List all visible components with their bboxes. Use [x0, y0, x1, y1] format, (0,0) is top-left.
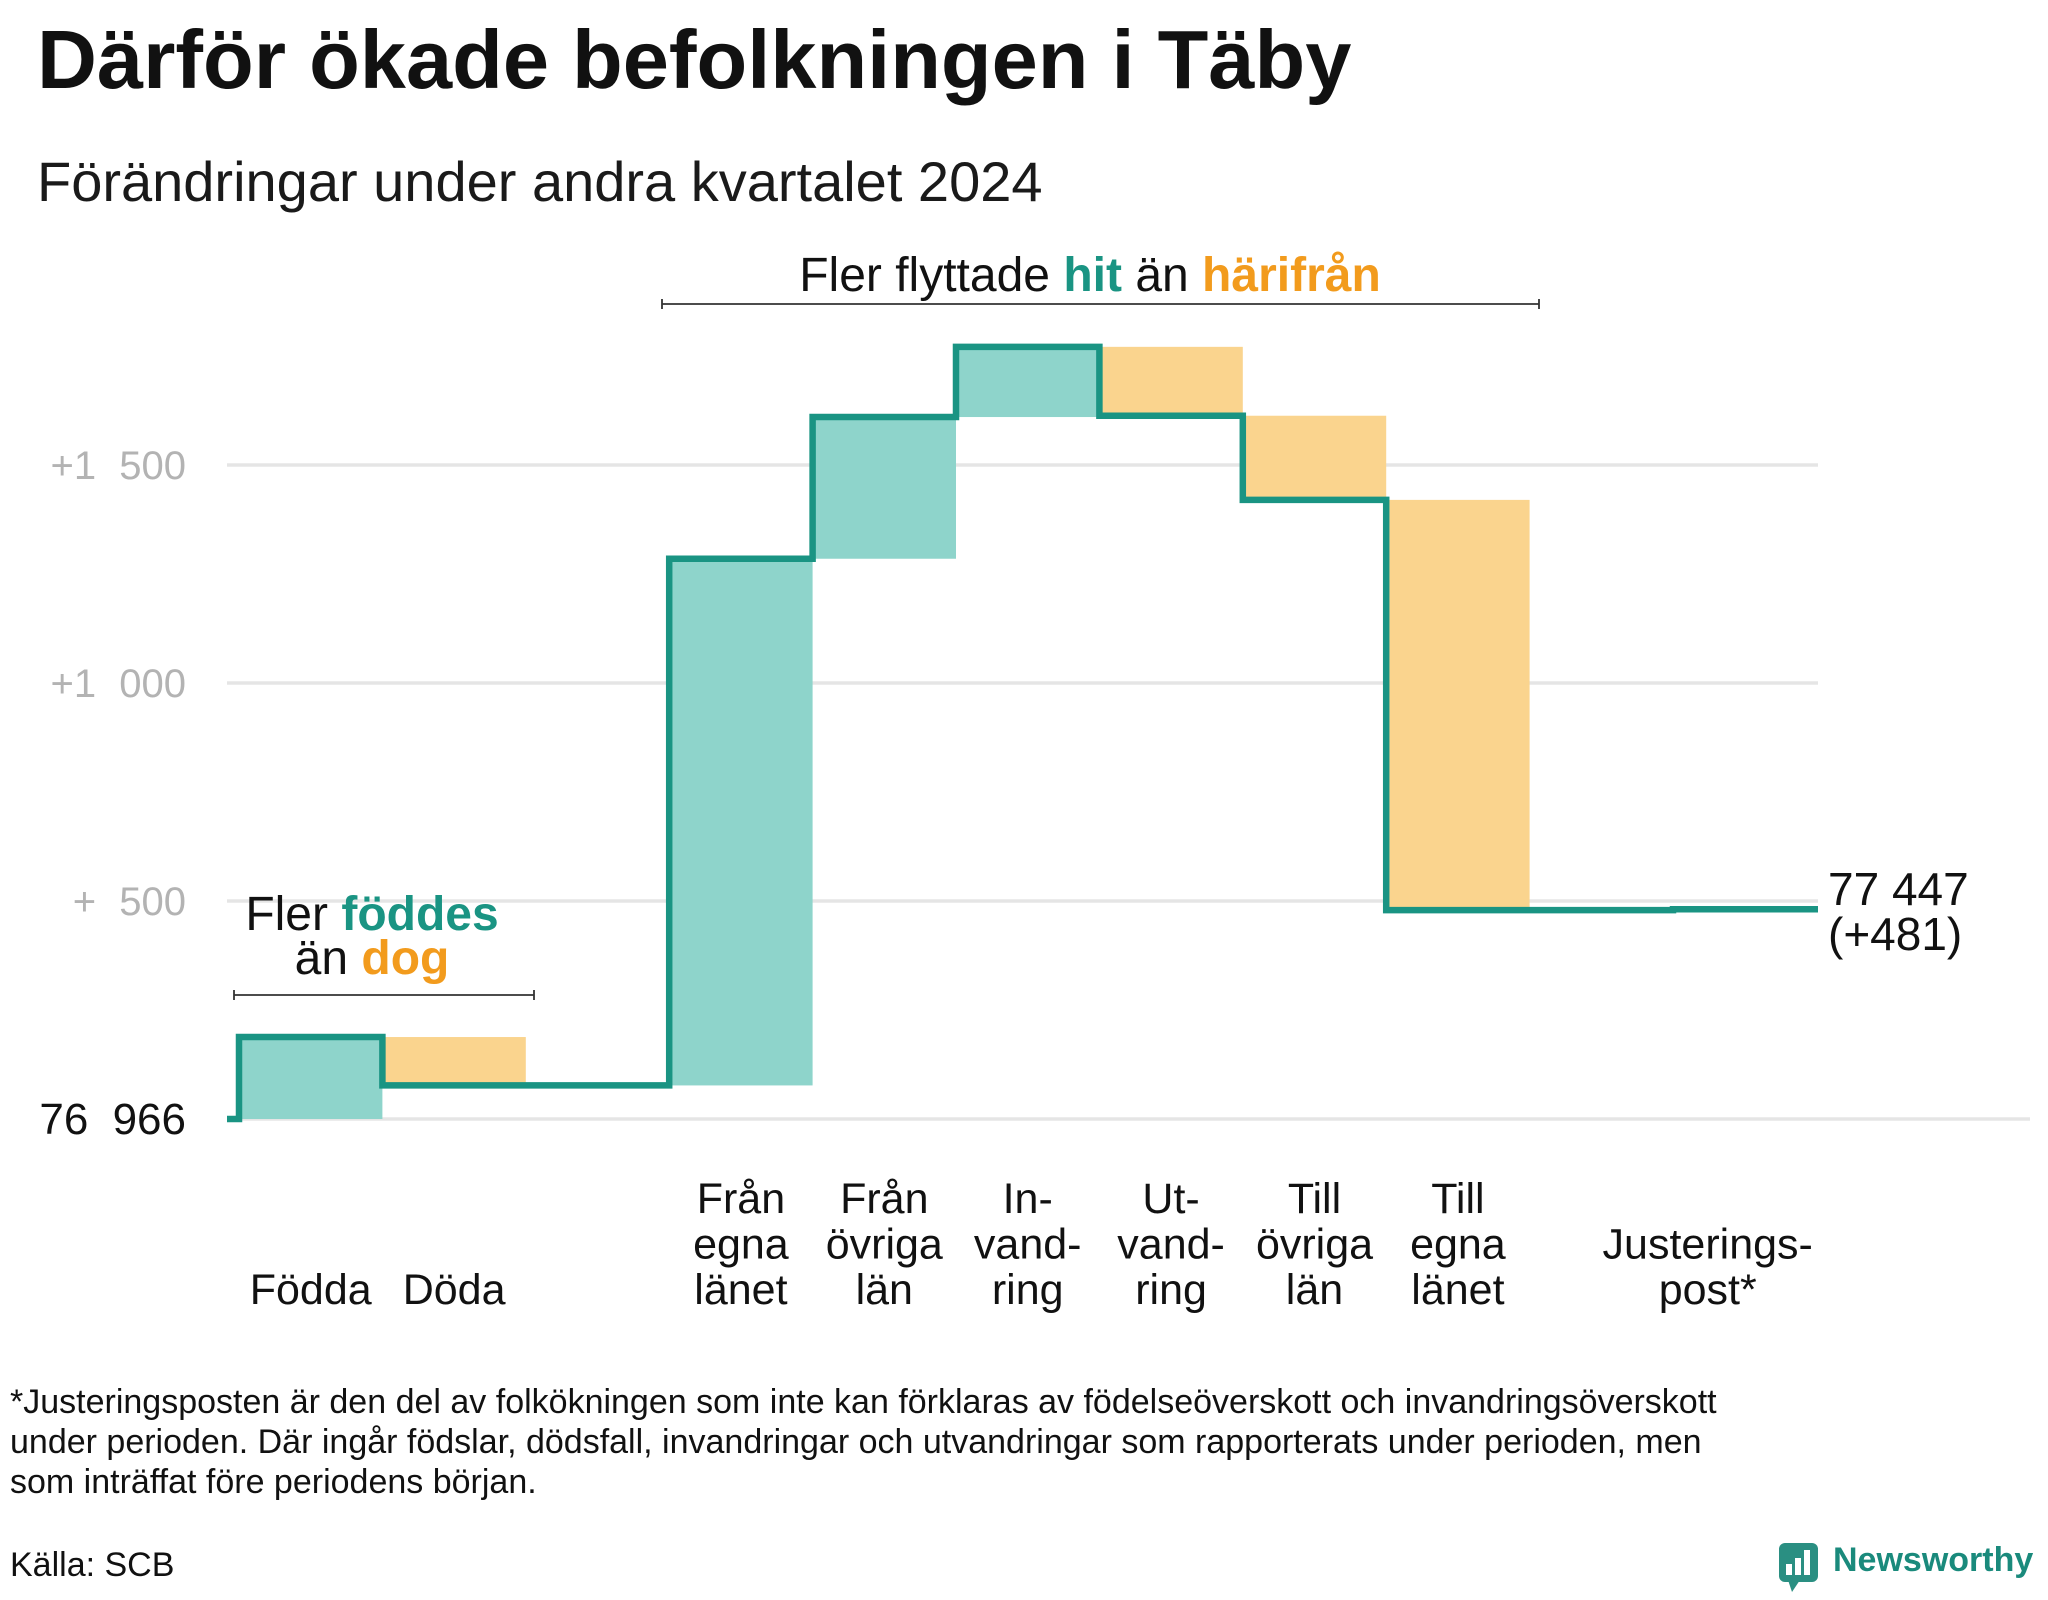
waterfall-bars: [239, 346, 1817, 1119]
category-label-line: övriga: [1256, 1221, 1373, 1269]
category-label-line: Justerings-: [1603, 1221, 1813, 1269]
annotation-highlight-out: dog: [361, 932, 449, 985]
category-label-line: In-: [1003, 1175, 1053, 1223]
category-label-line: Från: [840, 1175, 928, 1223]
annotation-text: än: [1135, 249, 1188, 302]
footnote-line: som inträffat före periodens början.: [10, 1463, 537, 1501]
category-label: Justerings-post*: [1603, 1221, 1813, 1315]
category-label-line: län: [1286, 1266, 1343, 1314]
chart-subtitle: Förändringar under andra kvartalet 2024: [37, 150, 1043, 213]
category-label-line: Födda: [250, 1266, 372, 1314]
gridlines: [227, 463, 2030, 1121]
waterfall-step-line: [227, 343, 1818, 1123]
category-label-line: egna: [1410, 1221, 1506, 1269]
category-label: Döda: [403, 1266, 506, 1314]
y-axis-labels: 76 966 + 500 +1 000 +1 500: [39, 444, 186, 1144]
waterfall-bar: [956, 346, 1100, 418]
category-label-line: övriga: [826, 1221, 943, 1269]
annotation-text: Fler: [245, 888, 328, 941]
newsworthy-logo-icon: [1779, 1543, 1818, 1592]
y-tick-label: + 500: [73, 880, 186, 924]
category-label-line: egna: [693, 1221, 789, 1269]
newsworthy-logo-text: Newsworthy: [1833, 1541, 2034, 1579]
step-line-layer: [227, 343, 1818, 1123]
waterfall-bar: [669, 558, 813, 1086]
footnote-line: under perioden. Där ingår födslar, dödsf…: [10, 1423, 1702, 1461]
annotation-highlight-in: hit: [1063, 249, 1122, 302]
end-change-label: (+481): [1828, 908, 1962, 960]
category-label-line: vand-: [974, 1221, 1082, 1269]
category-label-line: Till: [1431, 1175, 1484, 1223]
migration-annotation: Fler flyttade hit än härifrån: [799, 249, 1381, 302]
annotation-highlight-in: föddes: [341, 888, 498, 941]
births-bracket: [233, 990, 535, 1000]
end-value-label: 77 447: [1828, 863, 1969, 915]
footnote: *Justeringsposten är den del av folkökni…: [10, 1382, 1717, 1502]
y-tick-label: 76 966: [39, 1095, 186, 1144]
annotation-highlight-out: härifrån: [1202, 249, 1381, 302]
waterfall-bar: [812, 417, 956, 559]
births-annotation-line-2: än dog: [295, 932, 450, 985]
waterfall-bar: [1242, 415, 1387, 500]
chart-title: Därför ökade befolkningen i Täby: [37, 13, 1352, 106]
footnote-line: *Justeringsposten är den del av folkökni…: [10, 1383, 1717, 1421]
y-tick-label: +1 500: [51, 444, 186, 488]
migration-bracket: [661, 299, 1540, 309]
category-label-line: länet: [1411, 1266, 1504, 1314]
annotation-text: än: [295, 932, 348, 985]
category-label: In-vand-ring: [974, 1175, 1082, 1314]
category-label-line: Från: [697, 1175, 785, 1223]
category-label-line: vand-: [1117, 1221, 1225, 1269]
category-label: Födda: [250, 1266, 372, 1314]
category-label-line: Till: [1288, 1175, 1341, 1223]
annotation-text: Fler flyttade: [799, 249, 1050, 302]
waterfall-bar: [382, 1037, 526, 1086]
category-label-line: ring: [992, 1266, 1064, 1314]
category-label-line: Döda: [403, 1266, 506, 1314]
waterfall-bar: [1386, 499, 1530, 911]
category-label: Ut-vand-ring: [1117, 1175, 1225, 1314]
category-label-line: länet: [694, 1266, 787, 1314]
y-tick-label: +1 000: [51, 662, 186, 706]
waterfall-bar: [1099, 346, 1243, 416]
waterfall-bar: [239, 1037, 383, 1119]
category-label: Från övriga län: [826, 1175, 943, 1314]
category-label-line: Ut-: [1142, 1175, 1199, 1223]
category-label-line: post*: [1659, 1266, 1757, 1314]
category-label: Till övriga län: [1256, 1175, 1373, 1314]
category-label-line: ring: [1135, 1266, 1207, 1314]
category-label: Från egna länet: [693, 1175, 789, 1314]
source-note: Källa: SCB: [10, 1546, 175, 1584]
births-annotation-line-1: Fler föddes: [245, 888, 498, 941]
category-label-line: län: [856, 1266, 913, 1314]
category-label: Till egna länet: [1410, 1175, 1506, 1314]
